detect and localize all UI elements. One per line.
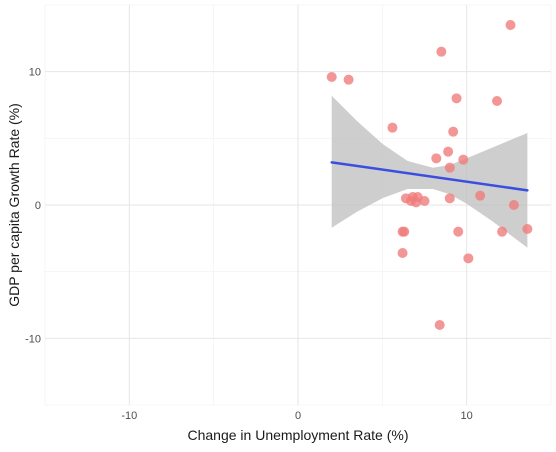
data-point [431, 153, 442, 164]
data-point [522, 224, 533, 234]
data-point [508, 200, 519, 210]
fit-line-layer [330, 161, 529, 192]
major-gridlines [45, 5, 551, 405]
data-point [475, 190, 486, 201]
data-point [343, 74, 354, 85]
confidence-band-layer [331, 95, 528, 248]
data-point [434, 320, 445, 330]
data-point [444, 193, 455, 204]
data-point [399, 226, 410, 237]
x-tick-label: -10 [121, 410, 137, 422]
data-point [453, 226, 464, 237]
data-point [397, 248, 408, 258]
data-point [387, 122, 398, 133]
data-point [419, 196, 430, 206]
data-point [458, 154, 469, 165]
confidence-band [331, 95, 528, 248]
data-point [444, 162, 455, 173]
data-point [436, 46, 447, 57]
fit-line [330, 161, 529, 192]
y-axis-ticks: -10 0 10 [25, 67, 41, 346]
y-axis-title: GDP per capita Growth Rate (%) [6, 103, 22, 307]
data-point [497, 226, 508, 237]
data-point [326, 72, 337, 82]
x-axis-ticks: -10 0 10 [121, 410, 472, 422]
y-tick-label: 0 [35, 200, 41, 212]
data-point [448, 126, 459, 137]
x-axis-title: Change in Unemployment Rate (%) [188, 427, 409, 443]
y-tick-label: 10 [29, 67, 41, 79]
data-point [443, 146, 454, 157]
y-tick-label: -10 [25, 333, 41, 345]
points-layer [326, 20, 533, 330]
data-point [505, 20, 516, 30]
data-point [492, 96, 503, 106]
data-point [451, 93, 462, 104]
data-point [463, 253, 474, 264]
x-tick-label: 0 [295, 410, 301, 422]
x-tick-label: 10 [461, 410, 473, 422]
data-point [411, 197, 422, 208]
